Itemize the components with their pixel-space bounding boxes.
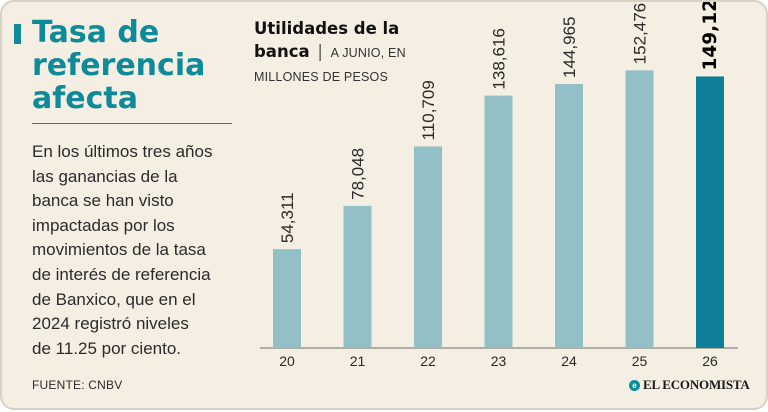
- headline: Tasa de referencia afecta: [32, 16, 232, 115]
- bar-23: [484, 95, 513, 348]
- bar-24: [555, 84, 583, 348]
- body-line-5: movimientos de la tasa: [32, 240, 206, 260]
- title-separator: |: [317, 42, 323, 61]
- headline-line-3: afecta: [32, 81, 139, 116]
- x-tick-label-26: 26: [702, 353, 718, 369]
- data-label-25: 152,476: [631, 3, 650, 64]
- data-label-23: 138,616: [490, 28, 509, 89]
- publisher-logo: e EL ECONOMISTA: [629, 377, 750, 393]
- data-label-26: 149,120: [700, 2, 721, 70]
- bar-22: [414, 146, 442, 348]
- chart-title-line-2: banca: [254, 42, 310, 61]
- body-line-9: de 11.25 por ciento.: [32, 338, 182, 358]
- chart-title-line-2-row: banca | A JUNIO, EN: [254, 40, 406, 65]
- headline-divider: [32, 123, 232, 124]
- headline-line-1: Tasa de: [32, 15, 160, 50]
- chart-title: Utilidades de la banca | A JUNIO, EN: [254, 17, 406, 65]
- data-label-21: 78,048: [349, 148, 368, 200]
- bar-26: [696, 76, 724, 348]
- data-label-24: 144,965: [560, 17, 579, 78]
- x-tick-label-23: 23: [491, 353, 507, 369]
- body-line-3: banca se han visto: [32, 191, 174, 211]
- logo-text: EL ECONOMISTA: [643, 377, 750, 392]
- bar-25: [625, 70, 654, 348]
- body-line-7: de Banxico, que en el: [32, 289, 196, 309]
- logo-mark-icon: e: [629, 379, 640, 391]
- x-tick-label-24: 24: [561, 353, 577, 369]
- body-text: En los últimos tres años las ganancias d…: [32, 140, 237, 361]
- bar-20: [273, 249, 301, 348]
- x-tick-label-25: 25: [632, 353, 648, 369]
- body-line-2: las ganancias de la: [32, 166, 178, 186]
- chart-subtitle-line-1: A JUNIO, EN: [330, 46, 406, 60]
- x-tick-label-20: 20: [279, 353, 295, 369]
- headline-line-2: referencia: [32, 48, 206, 83]
- body-line-6: de interés de referencia: [32, 264, 211, 284]
- x-tick-label-22: 22: [420, 353, 436, 369]
- x-tick-label-21: 21: [350, 353, 366, 369]
- body-line-4: impactadas por los: [32, 215, 175, 235]
- body-line-1: En los últimos tres años: [32, 142, 213, 161]
- chart-title-line-1: Utilidades de la: [254, 19, 400, 38]
- data-label-22: 110,709: [419, 80, 438, 140]
- chart-subtitle-line-2: MILLONES DE PESOS: [254, 70, 388, 84]
- body-line-8: 2024 registró niveles: [32, 314, 189, 334]
- data-label-20: 54,311: [278, 192, 297, 243]
- bar-21: [343, 205, 372, 348]
- headline-accent-bar: [14, 24, 21, 44]
- source-note: FUENTE: CNBV: [32, 378, 123, 392]
